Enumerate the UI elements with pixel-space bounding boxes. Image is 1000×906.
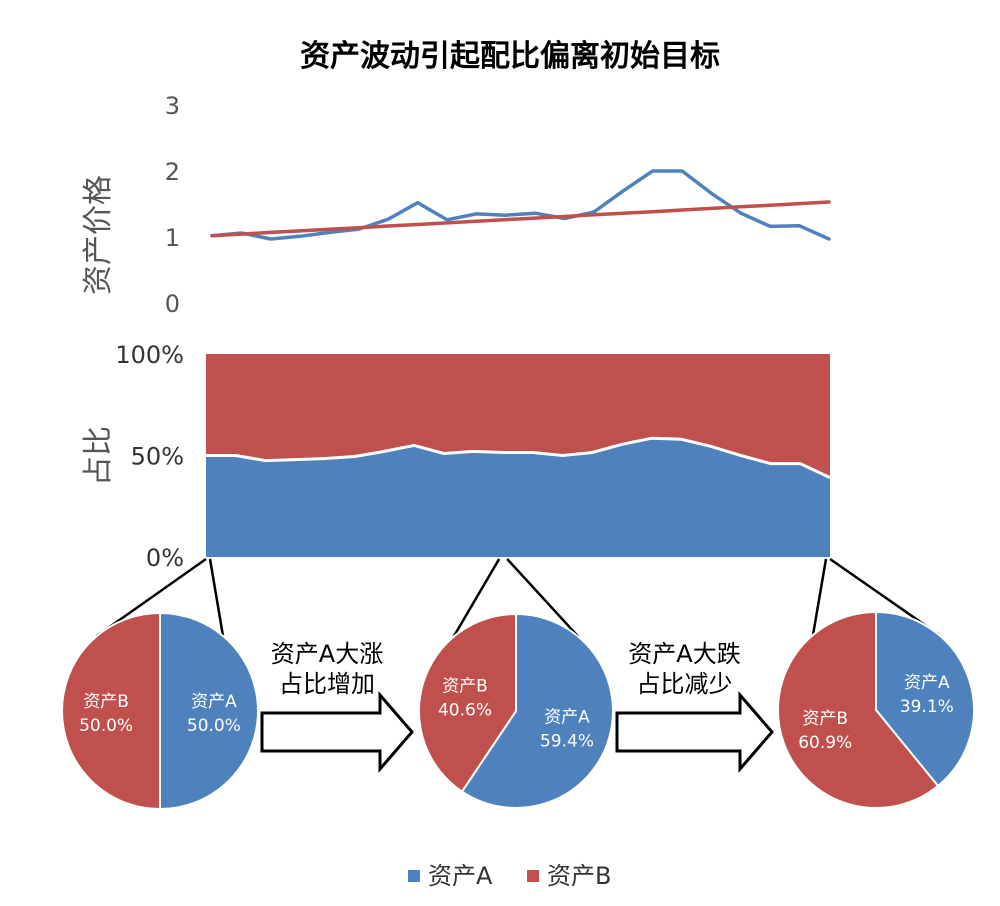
pie-slice-value: 50.0% — [187, 716, 241, 736]
pie-slice — [417, 612, 517, 793]
legend-label-asset-a: 资产A — [428, 862, 493, 890]
pie-slice-value: 39.1% — [900, 697, 954, 717]
share-axis-tick-label: 100% — [115, 341, 184, 369]
price-axis-tick-label: 2 — [165, 158, 180, 186]
allocation-pie-2: 资产A 59.4% 资产B 40.6% — [417, 612, 614, 809]
legend-label-asset-b: 资产B — [547, 862, 611, 890]
zoom-connector-line — [208, 558, 225, 637]
allocation-pies: 资产A 50.0% 资产B 50.0% 资产A 59.4% 资产B 40.6% 资产A 39.1%… — [61, 610, 975, 811]
allocation-pie-1: 资产A 50.0% 资产B 50.0% — [61, 611, 259, 811]
legend-swatch-asset-b — [527, 870, 539, 882]
share-boundary-line — [206, 436, 831, 479]
share-axis-title: 占比 — [81, 426, 116, 486]
share-axis-tick-label: 0% — [146, 544, 184, 572]
price-axis-tick-label: 1 — [165, 224, 180, 252]
arrow-annotation-line2: 占比增加 — [279, 670, 375, 698]
legend-swatch-asset-a — [408, 870, 420, 882]
pie-slice — [777, 610, 940, 809]
pie-slice — [61, 611, 161, 811]
transition-arrow — [260, 690, 414, 774]
arrow-annotation-line1: 资产A大涨 — [271, 640, 383, 668]
legend: 资产A 资产B — [408, 862, 611, 890]
zoom-connector-line — [452, 558, 501, 638]
pie-slice-label: 资产A — [904, 673, 950, 693]
transition-arrow — [615, 690, 774, 774]
pie-slice-label: 资产A — [544, 708, 590, 728]
arrow-annotation-line2: 占比减少 — [637, 670, 733, 698]
price-trend-line — [210, 200, 831, 238]
pie-slice — [460, 612, 614, 809]
pie-slice-label: 资产B — [802, 709, 848, 729]
pie-slice-value: 50.0% — [79, 716, 133, 736]
pie-slice-value: 40.6% — [438, 701, 492, 721]
pie-slice — [159, 611, 259, 811]
allocation-pie-3: 资产A 39.1% 资产B 60.9% — [777, 610, 975, 809]
pie-slice-label: 资产A — [191, 692, 237, 712]
zoom-connector-line — [811, 558, 828, 636]
allocation-area-chart: 0% 50% 100% 占比 — [81, 341, 831, 572]
pie-slice-value: 60.9% — [798, 733, 852, 753]
price-axis-title: 资产价格 — [81, 175, 116, 295]
pie-slice-value: 59.4% — [540, 732, 594, 752]
pie-slice-label: 资产B — [83, 692, 129, 712]
price-line-chart: 0 1 2 3 资产价格 — [81, 92, 831, 318]
pie-slice-label: 资产B — [442, 677, 488, 697]
arrow-annotation-line1: 资产A大跌 — [628, 640, 740, 668]
asset-a-share-area — [206, 438, 830, 557]
share-axis-tick-label: 50% — [131, 443, 184, 471]
pie-slice — [875, 610, 975, 788]
zoom-connector-line — [506, 558, 580, 638]
asset-a-price-line — [210, 169, 831, 241]
price-axis-tick-label: 0 — [165, 290, 180, 318]
price-axis-tick-label: 3 — [165, 92, 180, 120]
chart-title: 资产波动引起配比偏离初始目标 — [300, 39, 720, 74]
